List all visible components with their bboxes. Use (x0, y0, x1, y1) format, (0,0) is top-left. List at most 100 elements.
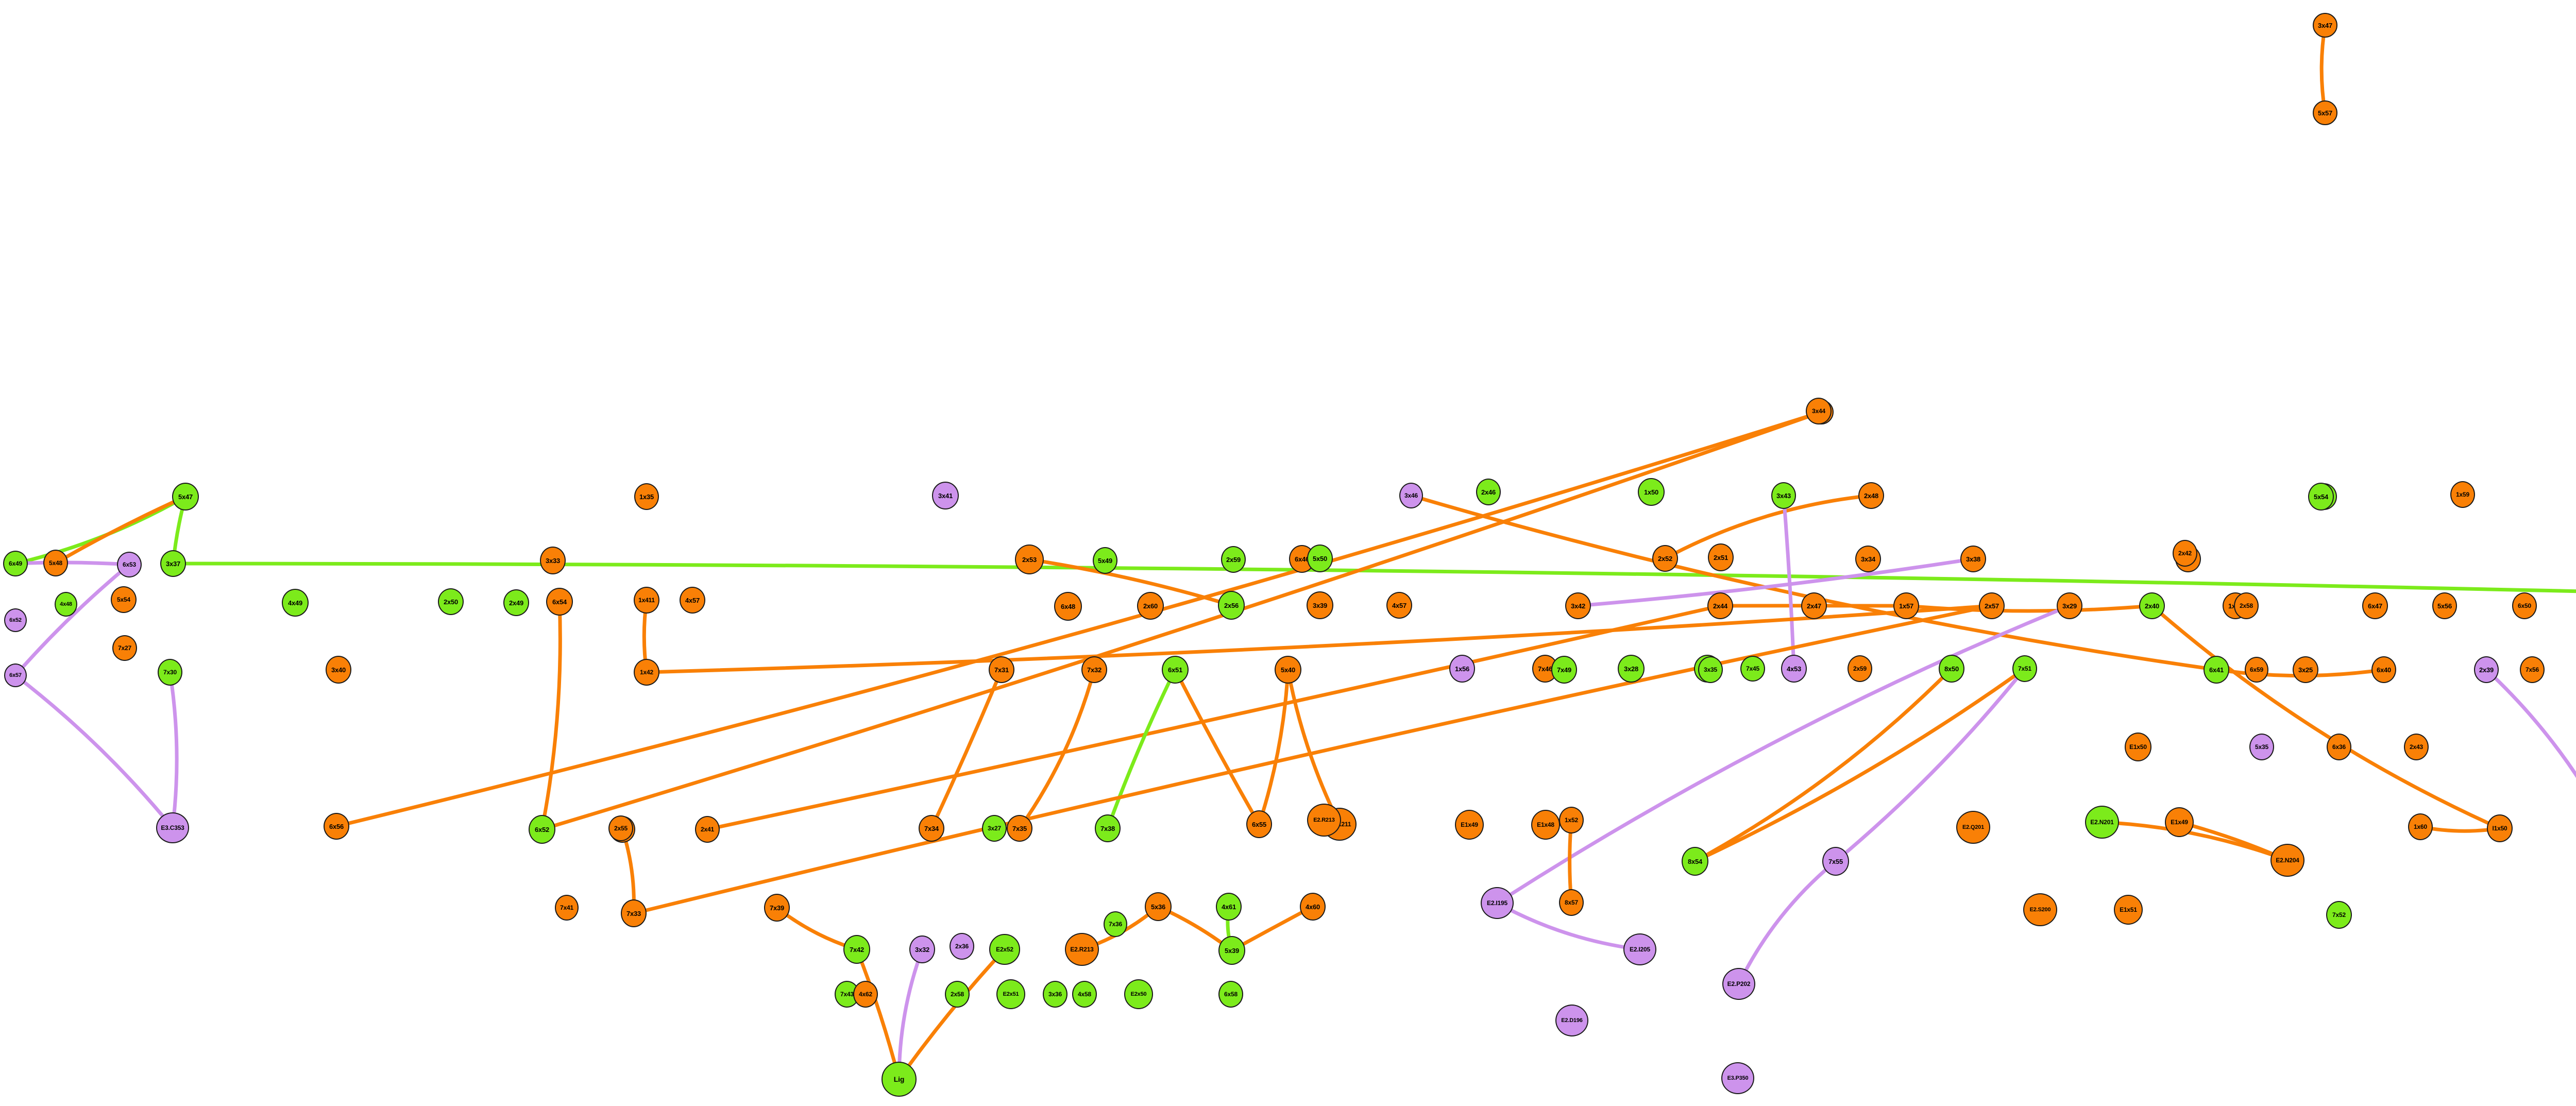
graph-node-2x53[interactable]: 2x53 (1015, 545, 1044, 574)
graph-node-1x56[interactable]: 1x56 (1449, 655, 1475, 683)
graph-node-2x49[interactable]: 2x49 (503, 589, 529, 616)
graph-node-e2-i195[interactable]: E2.I195 (1481, 887, 1514, 919)
graph-node-6x41[interactable]: 6x41 (2204, 656, 2229, 684)
graph-node-2x56[interactable]: 2x56 (1218, 591, 1245, 620)
graph-node-1x52[interactable]: 1x52 (1559, 807, 1584, 833)
graph-node-2x60[interactable]: 2x60 (1137, 592, 1164, 620)
graph-node-7x43[interactable]: 7x43 (835, 981, 859, 1008)
graph-node-7x39[interactable]: 7x39 (764, 894, 790, 922)
graph-node-e2-q201[interactable]: E2.Q201 (1956, 811, 1990, 844)
graph-node-4x60[interactable]: 4x60 (1300, 893, 1326, 921)
graph-node-4x57[interactable]: 4x57 (680, 587, 705, 614)
graph-node-2x39[interactable]: 2x39 (2474, 656, 2499, 683)
graph-node-5x35[interactable]: 5x35 (2249, 734, 2274, 760)
graph-node-8x54[interactable]: 8x54 (1682, 847, 1708, 876)
graph-node-3x36[interactable]: 3x36 (1043, 981, 1067, 1008)
graph-node-2x58[interactable]: 2x58 (945, 981, 970, 1008)
graph-node-6x50[interactable]: 6x50 (2512, 592, 2537, 619)
graph-node-e2x50[interactable]: E2x50 (1124, 979, 1153, 1009)
graph-node-5x54[interactable]: 5x54 (111, 586, 137, 613)
graph-node-3x32[interactable]: 3x32 (909, 935, 935, 963)
graph-node-e2-d196[interactable]: E2.D196 (1555, 1005, 1588, 1036)
graph-node-4x57[interactable]: 4x57 (1386, 592, 1412, 619)
graph-node-5x48[interactable]: 5x48 (43, 550, 68, 576)
graph-node-3x34[interactable]: 3x34 (1855, 546, 1881, 572)
graph-node-e3-p350[interactable]: E3.P350 (1721, 1062, 1754, 1094)
graph-node-7x41[interactable]: 7x41 (555, 895, 579, 921)
graph-node-8x57[interactable]: 8x57 (1559, 889, 1584, 916)
graph-node-3x42[interactable]: 3x42 (1565, 592, 1591, 619)
graph-node-5x54[interactable]: 5x54 (2308, 483, 2334, 511)
graph-node-6x57[interactable]: 6x57 (4, 663, 27, 687)
graph-node-1x60[interactable]: 1x60 (2408, 813, 2433, 840)
graph-node-e2x51[interactable]: E2x51 (996, 979, 1025, 1009)
graph-node-7x49[interactable]: 7x49 (1551, 656, 1577, 684)
graph-node-6x58[interactable]: 6x58 (1218, 981, 1243, 1008)
graph-node-7x36[interactable]: 7x36 (1104, 911, 1127, 937)
graph-node-1x57[interactable]: 1x57 (1893, 592, 1919, 619)
graph-node-6x56[interactable]: 6x56 (324, 813, 349, 840)
graph-node-2x59[interactable]: 2x59 (1848, 655, 1872, 682)
graph-node-5x50[interactable]: 5x50 (1307, 545, 1333, 572)
graph-node-e2x52[interactable]: E2x52 (989, 934, 1020, 965)
graph-node-2x42[interactable]: 2x42 (2173, 540, 2197, 567)
graph-node-3x39[interactable]: 3x39 (1307, 591, 1333, 619)
graph-node-2x41[interactable]: 2x41 (695, 816, 720, 843)
graph-node-2x57[interactable]: 2x57 (1979, 592, 2005, 619)
graph-node-i1x50[interactable]: I1x50 (2487, 814, 2513, 842)
graph-node-e1x50[interactable]: E1x50 (2125, 733, 2151, 761)
graph-node-7x27[interactable]: 7x27 (112, 635, 137, 661)
graph-node-e1x49[interactable]: E1x49 (1455, 810, 1484, 840)
graph-node-2x59[interactable]: 2x59 (1221, 546, 1246, 573)
graph-node-7x42[interactable]: 7x42 (843, 935, 870, 964)
graph-node-e1x49[interactable]: E1x49 (2165, 807, 2194, 837)
graph-node-2x58[interactable]: 2x58 (2234, 592, 2259, 619)
graph-node-4x58[interactable]: 4x58 (1072, 981, 1097, 1008)
graph-node-4x53[interactable]: 4x53 (1781, 655, 1807, 683)
graph-node-7x52[interactable]: 7x52 (2326, 901, 2352, 929)
graph-node-4x48[interactable]: 4x48 (55, 592, 77, 617)
graph-node-6x40[interactable]: 6x40 (2371, 656, 2396, 683)
graph-node-6x52[interactable]: 6x52 (4, 608, 27, 632)
graph-node-8x50[interactable]: 8x50 (1939, 655, 1964, 683)
graph-node-4x61[interactable]: 4x61 (1216, 893, 1242, 921)
graph-node-5x49[interactable]: 5x49 (1093, 547, 1117, 574)
graph-node-3x43[interactable]: 3x43 (1771, 482, 1796, 509)
graph-node-3x38[interactable]: 3x38 (1960, 546, 1986, 572)
graph-node-3x44[interactable]: 3x44 (1806, 398, 1832, 424)
graph-node-2x55[interactable]: 2x55 (608, 815, 633, 841)
graph-node-2x40[interactable]: 2x40 (2139, 592, 2165, 619)
graph-node-2x43[interactable]: 2x43 (2404, 734, 2429, 760)
graph-node-6x54[interactable]: 6x54 (546, 588, 573, 616)
graph-node-e2-r213[interactable]: E2.R213 (1065, 933, 1099, 966)
graph-node-e1x51[interactable]: E1x51 (2114, 895, 2143, 925)
graph-node-6x53[interactable]: 6x53 (117, 552, 142, 577)
graph-node-e2-p202[interactable]: E2.P202 (1722, 968, 1755, 1000)
graph-node-6x48[interactable]: 6x48 (1054, 592, 1082, 621)
graph-node-7x32[interactable]: 7x32 (1081, 656, 1107, 683)
graph-node-3x35[interactable]: 3x35 (1698, 656, 1723, 683)
graph-node-4x62[interactable]: 4x62 (853, 981, 878, 1008)
graph-node-5x47[interactable]: 5x47 (172, 483, 199, 511)
graph-node-2x46[interactable]: 2x46 (1476, 479, 1501, 505)
graph-node-6x47[interactable]: 6x47 (2362, 592, 2388, 619)
graph-node-1x59[interactable]: 1x59 (2450, 481, 2475, 508)
graph-node-lig[interactable]: Lig (882, 1062, 917, 1097)
graph-node-e1x48[interactable]: E1x48 (1531, 810, 1560, 840)
graph-node-3x41[interactable]: 3x41 (932, 482, 959, 509)
graph-node-5x56[interactable]: 5x56 (2432, 592, 2457, 619)
graph-node-4x49[interactable]: 4x49 (282, 589, 309, 617)
graph-node-5x39[interactable]: 5x39 (1218, 936, 1245, 965)
graph-node-7x51[interactable]: 7x51 (2012, 655, 2037, 682)
graph-node-1x411[interactable]: 1x411 (634, 587, 659, 614)
graph-node-e2-s200[interactable]: E2.S200 (2023, 893, 2057, 926)
graph-node-7x33[interactable]: 7x33 (621, 899, 647, 927)
graph-node-1x50[interactable]: 1x50 (1638, 478, 1665, 506)
graph-node-7x34[interactable]: 7x34 (919, 815, 944, 842)
graph-node-1x35[interactable]: 1x35 (634, 483, 659, 510)
graph-node-7x31[interactable]: 7x31 (989, 656, 1014, 683)
graph-node-7x56[interactable]: 7x56 (2520, 656, 2545, 683)
graph-node-e2-n201[interactable]: E2.N201 (2085, 806, 2119, 839)
graph-node-7x38[interactable]: 7x38 (1095, 814, 1121, 842)
graph-node-1x42[interactable]: 1x42 (634, 659, 659, 686)
